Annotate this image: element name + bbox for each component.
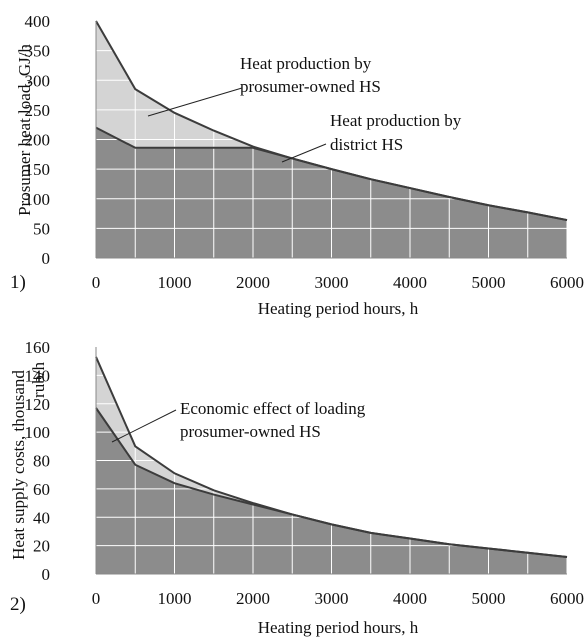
annotation-district-hs-line1: Heat production by bbox=[330, 111, 462, 130]
panel-2-y-tick-label: 160 bbox=[25, 338, 51, 357]
panel-2-x-tick-label: 0 bbox=[92, 589, 101, 608]
panel-2-line-lower bbox=[95, 407, 568, 558]
panel-1-y-tick-label: 250 bbox=[25, 101, 51, 120]
panel-2: Heat supply costs, thousand rub/h 0 20 40 6… bbox=[9, 338, 584, 637]
panel-1-y-tick-label: 50 bbox=[33, 219, 50, 238]
panel-2-y-ticks: 0 20 40 60 80 100 120 140 160 bbox=[25, 338, 51, 584]
panel-1-label: 1) bbox=[10, 272, 26, 293]
panel-2-ylabel-line1: Heat supply costs, thousand bbox=[9, 370, 28, 560]
panel-2-y-tick-label: 40 bbox=[33, 508, 50, 527]
panel-1-y-tick-label: 100 bbox=[25, 190, 51, 209]
panel-2-x-ticks: 0 1000 2000 3000 4000 5000 6000 bbox=[92, 589, 584, 608]
panel-2-x-tick-label: 4000 bbox=[393, 589, 427, 608]
panel-1-xlabel: Heating period hours, h bbox=[258, 299, 419, 318]
panel-2-y-tick-label: 100 bbox=[25, 423, 51, 442]
annotation-economic-effect-leader bbox=[111, 409, 177, 443]
panel-2-y-tick-label: 80 bbox=[33, 452, 50, 471]
panel-2-xlabel: Heating period hours, h bbox=[258, 618, 419, 637]
panel-1-x-tick-label: 2000 bbox=[236, 273, 270, 292]
annotation-prosumer-hs-line1: Heat production by bbox=[240, 54, 372, 73]
panel-2-y-tick-label: 20 bbox=[33, 537, 50, 556]
panel-2-plot-area bbox=[95, 346, 568, 575]
panel-1-x-tick-label: 4000 bbox=[393, 273, 427, 292]
annotation-economic-effect-line2: prosumer-owned HS bbox=[180, 422, 321, 441]
annotation-prosumer-hs-leader bbox=[147, 87, 243, 117]
panel-1-x-tick-label: 5000 bbox=[472, 273, 506, 292]
panel-2-x-tick-label: 2000 bbox=[236, 589, 270, 608]
panel-2-x-tick-label: 1000 bbox=[158, 589, 192, 608]
panel-2-y-tick-label: 60 bbox=[33, 480, 50, 499]
panel-2-y-tick-label: 120 bbox=[25, 395, 51, 414]
annotation-prosumer-hs-line2: prosumer-owned HS bbox=[240, 77, 381, 96]
panel-1-ylabel: Prosumer heat load, GJ/h bbox=[15, 44, 34, 216]
annotation-district-hs-leader bbox=[281, 143, 327, 163]
panel-2-x-tick-label: 6000 bbox=[550, 589, 584, 608]
panel-2-y-tick-label: 0 bbox=[42, 565, 51, 584]
panel-1-plot-area bbox=[95, 20, 568, 259]
panel-2-x-tick-label: 5000 bbox=[472, 589, 506, 608]
panel-1-y-tick-label: 200 bbox=[25, 131, 51, 150]
panel-1-line-lower bbox=[95, 126, 568, 222]
panel-2-x-tick-label: 3000 bbox=[315, 589, 349, 608]
panel-1-x-tick-label: 0 bbox=[92, 273, 101, 292]
panel-1-x-tick-label: 1000 bbox=[158, 273, 192, 292]
panel-2-y-tick-label: 140 bbox=[25, 366, 51, 385]
panel-2-label: 2) bbox=[10, 594, 26, 615]
panel-1-y-tick-label: 150 bbox=[25, 160, 51, 179]
panel-1-y-tick-label: 0 bbox=[42, 249, 51, 268]
panel-1-x-ticks: 0 1000 2000 3000 4000 5000 6000 bbox=[92, 273, 584, 292]
annotation-economic-effect-line1: Economic effect of loading bbox=[180, 399, 366, 418]
panel-1-y-tick-label: 400 bbox=[25, 12, 51, 31]
panel-1-x-tick-label: 3000 bbox=[315, 273, 349, 292]
panel-1: Prosumer heat load, GJ/h 0 50 100 150 200 250… bbox=[10, 12, 584, 318]
panel-2-ylabel-line2: rub/h bbox=[29, 362, 48, 398]
annotation-district-hs-line2: district HS bbox=[330, 135, 403, 154]
panel-1-x-tick-label: 6000 bbox=[550, 273, 584, 292]
panel-1-y-tick-label: 300 bbox=[25, 71, 51, 90]
panel-1-y-tick-label: 350 bbox=[25, 42, 51, 61]
panel-1-y-ticks: 0 50 100 150 200 250 300 350 400 bbox=[25, 12, 51, 268]
